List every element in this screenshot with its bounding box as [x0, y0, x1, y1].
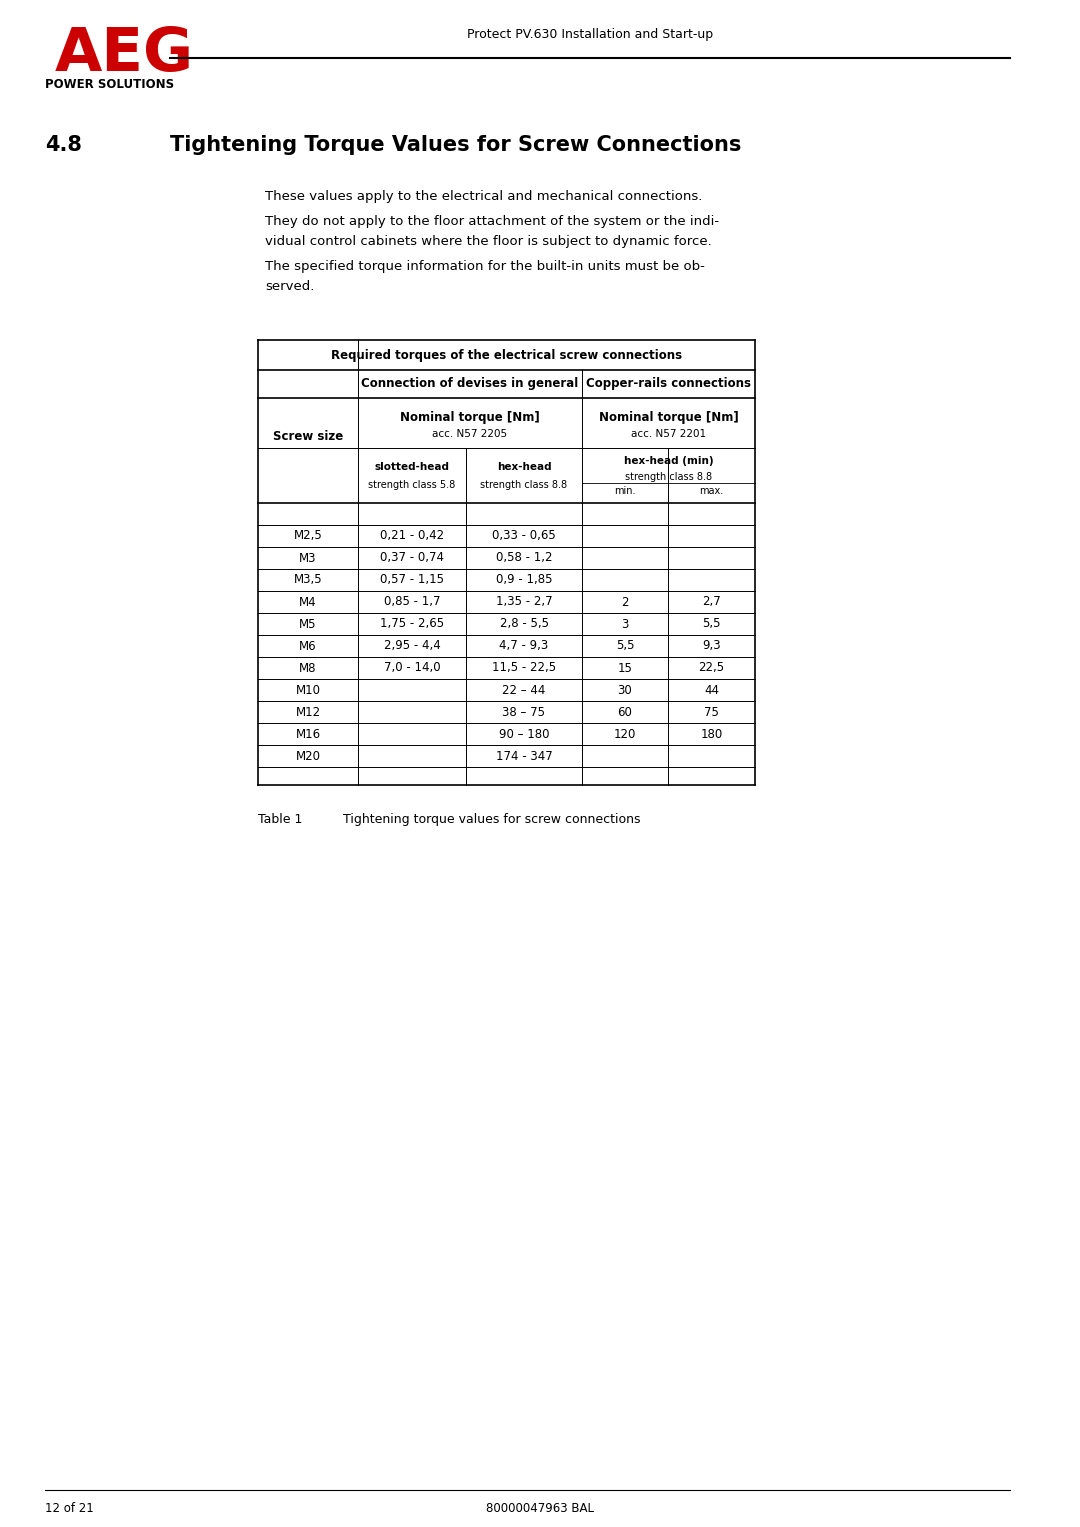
Text: slotted-head: slotted-head: [375, 463, 449, 472]
Text: 2,8 - 5,5: 2,8 - 5,5: [499, 617, 549, 631]
Text: 3: 3: [621, 617, 629, 631]
Text: These values apply to the electrical and mechanical connections.: These values apply to the electrical and…: [265, 189, 702, 203]
Text: M3: M3: [299, 551, 316, 565]
Text: 60: 60: [618, 705, 633, 719]
Text: Connection of devises in general: Connection of devises in general: [362, 377, 579, 391]
Text: Tightening Torque Values for Screw Connections: Tightening Torque Values for Screw Conne…: [170, 134, 741, 156]
Text: M20: M20: [296, 750, 321, 762]
Text: Tightening torque values for screw connections: Tightening torque values for screw conne…: [343, 812, 640, 826]
Text: 22,5: 22,5: [699, 661, 725, 675]
Text: 180: 180: [700, 727, 723, 741]
Text: served.: served.: [265, 279, 314, 293]
Text: Nominal torque [Nm]: Nominal torque [Nm]: [598, 411, 739, 425]
Text: 9,3: 9,3: [702, 640, 720, 652]
Text: M16: M16: [296, 727, 321, 741]
Bar: [258, 341, 755, 785]
Text: Nominal torque [Nm]: Nominal torque [Nm]: [400, 411, 540, 425]
Text: 5,5: 5,5: [702, 617, 720, 631]
Text: 22 – 44: 22 – 44: [502, 684, 545, 696]
Text: They do not apply to the floor attachment of the system or the indi-: They do not apply to the floor attachmen…: [265, 215, 719, 228]
Text: 0,33 - 0,65: 0,33 - 0,65: [492, 530, 556, 542]
Text: M6: M6: [299, 640, 316, 652]
Text: 90 – 180: 90 – 180: [499, 727, 550, 741]
Text: 75: 75: [704, 705, 719, 719]
Text: M4: M4: [299, 596, 316, 608]
Text: The specified torque information for the built-in units must be ob-: The specified torque information for the…: [265, 260, 705, 273]
Text: M2,5: M2,5: [294, 530, 322, 542]
Text: hex-head (min): hex-head (min): [623, 457, 713, 467]
Text: Table 1: Table 1: [258, 812, 302, 826]
Text: 1,35 - 2,7: 1,35 - 2,7: [496, 596, 552, 608]
Text: 2,7: 2,7: [702, 596, 720, 608]
Text: 5,5: 5,5: [616, 640, 634, 652]
Text: acc. N57 2201: acc. N57 2201: [631, 429, 706, 438]
Text: max.: max.: [700, 487, 724, 496]
Text: M8: M8: [299, 661, 316, 675]
Text: acc. N57 2205: acc. N57 2205: [432, 429, 508, 438]
Text: 38 – 75: 38 – 75: [502, 705, 545, 719]
Text: 80000047963 BAL: 80000047963 BAL: [486, 1503, 594, 1515]
Text: strength class 8.8: strength class 8.8: [625, 472, 712, 483]
Text: strength class 5.8: strength class 5.8: [368, 481, 456, 490]
Text: POWER SOLUTIONS: POWER SOLUTIONS: [45, 78, 174, 92]
Text: Protect PV.630 Installation and Start-up: Protect PV.630 Installation and Start-up: [467, 27, 713, 41]
Text: min.: min.: [615, 487, 636, 496]
Text: Copper-rails connections: Copper-rails connections: [586, 377, 751, 391]
Text: M5: M5: [299, 617, 316, 631]
Text: vidual control cabinets where the floor is subject to dynamic force.: vidual control cabinets where the floor …: [265, 235, 712, 247]
Text: 0,85 - 1,7: 0,85 - 1,7: [383, 596, 441, 608]
Text: 4.8: 4.8: [45, 134, 82, 156]
Text: 7,0 - 14,0: 7,0 - 14,0: [383, 661, 441, 675]
Text: Required torques of the electrical screw connections: Required torques of the electrical screw…: [330, 348, 683, 362]
Text: Screw size: Screw size: [273, 431, 343, 443]
Text: strength class 8.8: strength class 8.8: [481, 481, 568, 490]
Text: 15: 15: [618, 661, 633, 675]
Text: 0,21 - 0,42: 0,21 - 0,42: [380, 530, 444, 542]
Text: M3,5: M3,5: [294, 574, 322, 586]
Text: 12 of 21: 12 of 21: [45, 1503, 94, 1515]
Text: 11,5 - 22,5: 11,5 - 22,5: [491, 661, 556, 675]
Text: 0,9 - 1,85: 0,9 - 1,85: [496, 574, 552, 586]
Text: 0,57 - 1,15: 0,57 - 1,15: [380, 574, 444, 586]
Text: 4,7 - 9,3: 4,7 - 9,3: [499, 640, 549, 652]
Text: M10: M10: [296, 684, 321, 696]
Text: 2,95 - 4,4: 2,95 - 4,4: [383, 640, 441, 652]
Text: 174 - 347: 174 - 347: [496, 750, 552, 762]
Text: 0,58 - 1,2: 0,58 - 1,2: [496, 551, 552, 565]
Text: hex-head: hex-head: [497, 463, 551, 472]
Text: 120: 120: [613, 727, 636, 741]
Text: 0,37 - 0,74: 0,37 - 0,74: [380, 551, 444, 565]
Text: 30: 30: [618, 684, 633, 696]
Text: M12: M12: [296, 705, 321, 719]
Text: 1,75 - 2,65: 1,75 - 2,65: [380, 617, 444, 631]
Text: 44: 44: [704, 684, 719, 696]
Text: AEG: AEG: [55, 24, 194, 84]
Text: 2: 2: [621, 596, 629, 608]
